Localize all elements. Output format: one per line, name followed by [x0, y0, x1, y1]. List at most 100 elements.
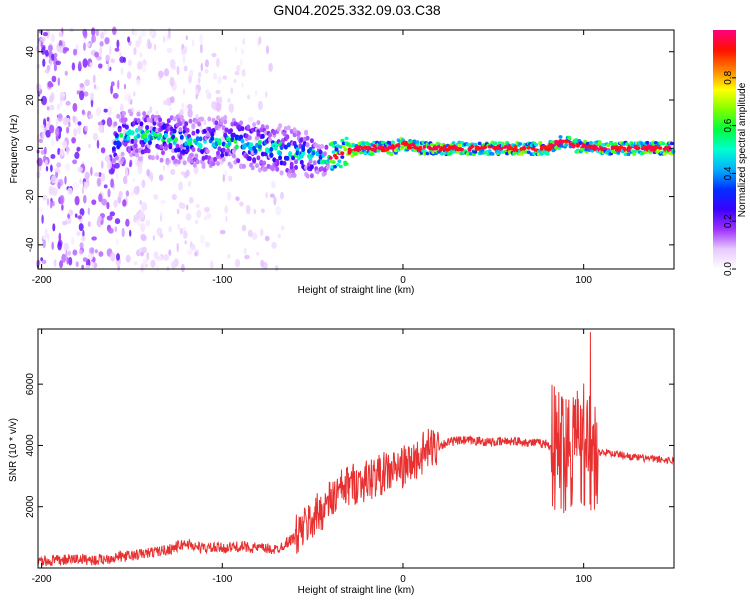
- spectrogram-cell: [110, 84, 113, 95]
- spectrogram-cell: [112, 26, 117, 36]
- spectrogram-cell: [182, 125, 187, 131]
- spectrogram-cell: [147, 38, 151, 46]
- spectrogram-cell: [50, 154, 56, 159]
- spectrogram-frame: [37, 29, 675, 270]
- spectrogram-cell: [216, 97, 219, 102]
- spectrogram-cell: [60, 92, 66, 97]
- spectrogram-cell: [40, 37, 46, 42]
- spectrogram-cell: [96, 177, 102, 187]
- colorbar-tick-label: 0.0: [723, 262, 734, 276]
- spectrogram-cell: [309, 173, 314, 179]
- spectrogram-cell: [269, 152, 274, 158]
- spectrogram-cell: [71, 237, 75, 245]
- spectrogram-cell: [114, 226, 118, 233]
- spectrogram-cell: [176, 65, 180, 76]
- spectrogram-cell: [44, 159, 48, 167]
- spectrogram-cell: [127, 36, 131, 43]
- spectrogram-cell: [58, 31, 63, 38]
- spectrogram-cell: [40, 42, 43, 49]
- spectrogram-cell: [321, 159, 326, 165]
- spectrogram-cell: [242, 37, 245, 46]
- x-tick-label: -200: [32, 574, 52, 585]
- spectrogram-cell: [169, 76, 175, 87]
- spectrogram-cell: [68, 256, 73, 266]
- spectrogram-cell: [79, 249, 83, 255]
- spectrogram-cell: [211, 127, 216, 133]
- spectrogram-cell: [139, 200, 142, 205]
- spectrogram-cell: [141, 246, 147, 254]
- spectrogram-cell: [222, 174, 225, 183]
- spectrogram-cell: [117, 79, 120, 90]
- spectrogram-cell: [253, 208, 257, 215]
- spectrogram-cell: [129, 159, 133, 167]
- spectrogram-cell: [77, 166, 83, 173]
- spectrogram-cell: [214, 120, 219, 126]
- spectrogram-cell: [38, 207, 43, 213]
- y-tick-label: 0: [25, 145, 36, 151]
- spectrogram-cell: [122, 175, 128, 185]
- spectrogram-cell: [252, 157, 257, 163]
- spectrogram-cell: [138, 163, 142, 170]
- spectrogram-cell: [57, 182, 61, 190]
- spectrogram-cell: [252, 122, 257, 128]
- spectrogram-cell: [270, 166, 275, 172]
- spectrogram-cell: [49, 59, 52, 67]
- spectrogram-cell: [334, 155, 339, 160]
- spectrogram-cell: [47, 44, 53, 52]
- spectrogram-cell: [135, 152, 139, 158]
- spectrogram-cell: [131, 27, 135, 36]
- spectrogram-cell: [247, 229, 253, 238]
- spectrogram-cell: [110, 58, 115, 64]
- spectrogram-cell: [46, 106, 50, 111]
- spectrogram-cell: [490, 152, 495, 156]
- spectrogram-cell: [123, 141, 128, 147]
- spectrogram-cell: [201, 164, 206, 169]
- spectrogram-cell: [259, 228, 264, 237]
- spectrogram-cell: [230, 87, 234, 95]
- spectrogram-cell: [260, 208, 265, 214]
- spectrogram-cell: [62, 140, 67, 149]
- spectrogram-cell: [247, 156, 252, 162]
- spectrogram-cell: [79, 90, 85, 101]
- spectrogram-cell: [42, 238, 46, 249]
- spectrogram-cell: [567, 136, 572, 141]
- spectrogram-cell: [106, 201, 110, 210]
- spectrogram-y-ticks: 40 20 0 -20 -40: [25, 46, 674, 252]
- spectrogram-cell: [401, 144, 405, 149]
- spectrogram-cell: [189, 152, 194, 158]
- spectrogram-cell: [115, 171, 119, 180]
- snr-x-ticks: -200 -100 0 100: [32, 329, 592, 585]
- spectrogram-cell: [176, 159, 181, 165]
- spectrogram-cell: [178, 127, 183, 133]
- spectrogram-cell: [191, 130, 196, 136]
- spectrogram-cell: [51, 241, 54, 250]
- spectrogram-cell: [116, 253, 120, 261]
- spectrogram-cell: [169, 59, 176, 69]
- spectrogram-cell: [372, 140, 377, 145]
- spectrogram-cell: [171, 194, 177, 200]
- spectrogram-cell: [41, 235, 47, 241]
- spectrogram-cell: [204, 241, 211, 248]
- spectrogram-cell: [236, 158, 241, 164]
- spectrogram-cell: [94, 51, 99, 58]
- spectrogram-cell: [171, 155, 176, 161]
- spectrogram-cell: [305, 135, 310, 141]
- spectrogram-cell: [213, 156, 218, 162]
- spectrogram-cell: [149, 106, 153, 114]
- spectrogram-cell: [470, 144, 475, 148]
- spectrogram-cell: [133, 138, 138, 144]
- spectrogram-cell: [220, 152, 225, 158]
- spectrogram-cell: [221, 125, 226, 131]
- spectrogram-cell: [76, 146, 81, 152]
- spectrogram-cell: [88, 114, 94, 119]
- spectrogram-cell: [278, 155, 283, 161]
- spectrogram-cell: [227, 254, 230, 259]
- spectrogram-cell: [344, 162, 349, 166]
- spectrogram-cell: [84, 125, 89, 132]
- spectrogram-cell: [121, 227, 125, 238]
- spectrogram-cell: [133, 186, 140, 195]
- spectrogram-cell: [117, 141, 122, 147]
- spectrogram-cell: [230, 121, 235, 127]
- spectrogram-cell: [145, 128, 150, 134]
- spectrogram-cell: [245, 204, 251, 215]
